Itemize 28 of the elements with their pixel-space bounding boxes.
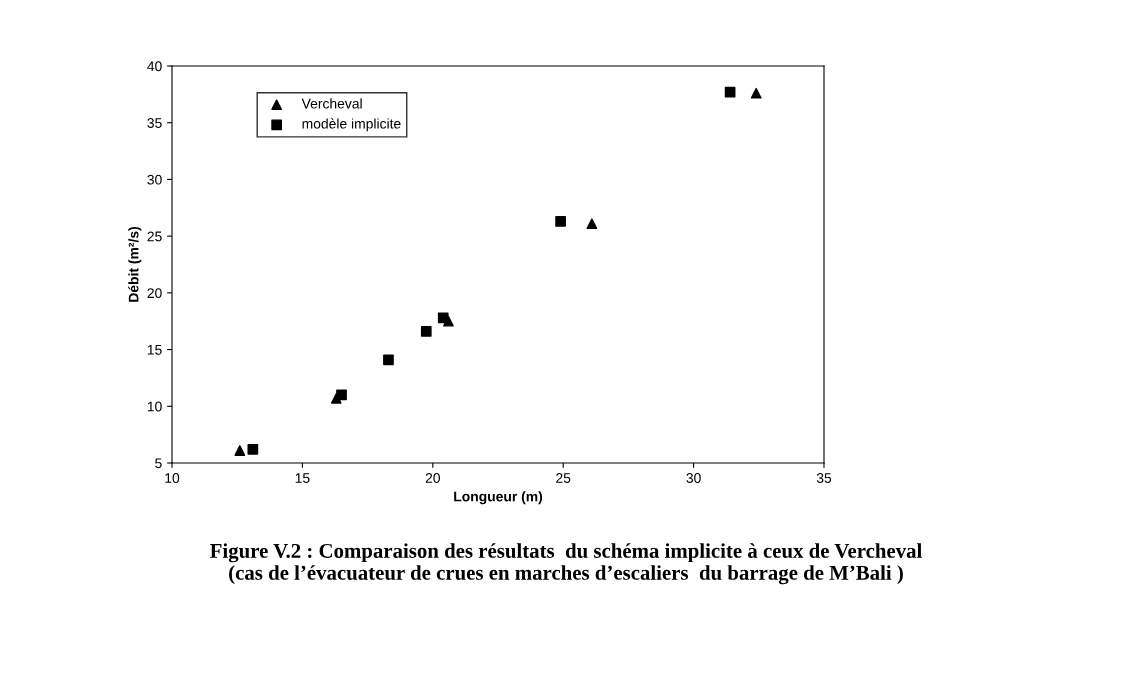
point <box>750 87 762 99</box>
y-axis-title: Débit (m²/s) <box>128 226 142 302</box>
y-tick-label: 10 <box>147 401 162 412</box>
y-tick-label: 35 <box>147 118 162 128</box>
point <box>555 216 566 227</box>
point <box>383 354 394 366</box>
x-tick-label: 20 <box>425 473 440 483</box>
x-axis-title: Longueur (m) <box>454 491 543 505</box>
y-tick-label: 25 <box>147 231 162 242</box>
point <box>420 326 432 337</box>
point <box>336 389 347 401</box>
point <box>437 312 449 324</box>
text: Figure V.2 : Comparaison des résultats du schéma implicite à ceux de Vercheval (cas de l’évacuateur de crues en marches d’escaliers du barrage de M’Bali ) <box>210 543 922 585</box>
x-tick-label: 25 <box>556 473 571 483</box>
y-tick-label: 40 <box>147 61 162 72</box>
legend-label: Vercheval <box>301 98 362 109</box>
point <box>234 445 246 456</box>
y-tick-label: 5 <box>155 458 162 469</box>
point <box>247 444 259 455</box>
x-tick-label: 35 <box>816 473 832 483</box>
point <box>586 218 598 230</box>
x-tick-label: 15 <box>295 473 310 483</box>
x-tick-label: 30 <box>686 473 701 483</box>
x-tick-label: 10 <box>165 473 180 483</box>
y-tick-label: 15 <box>147 345 162 355</box>
legend-label: modèle implicite <box>302 118 401 132</box>
y-tick-label: 20 <box>147 288 162 299</box>
y-tick-label: 30 <box>147 174 162 185</box>
